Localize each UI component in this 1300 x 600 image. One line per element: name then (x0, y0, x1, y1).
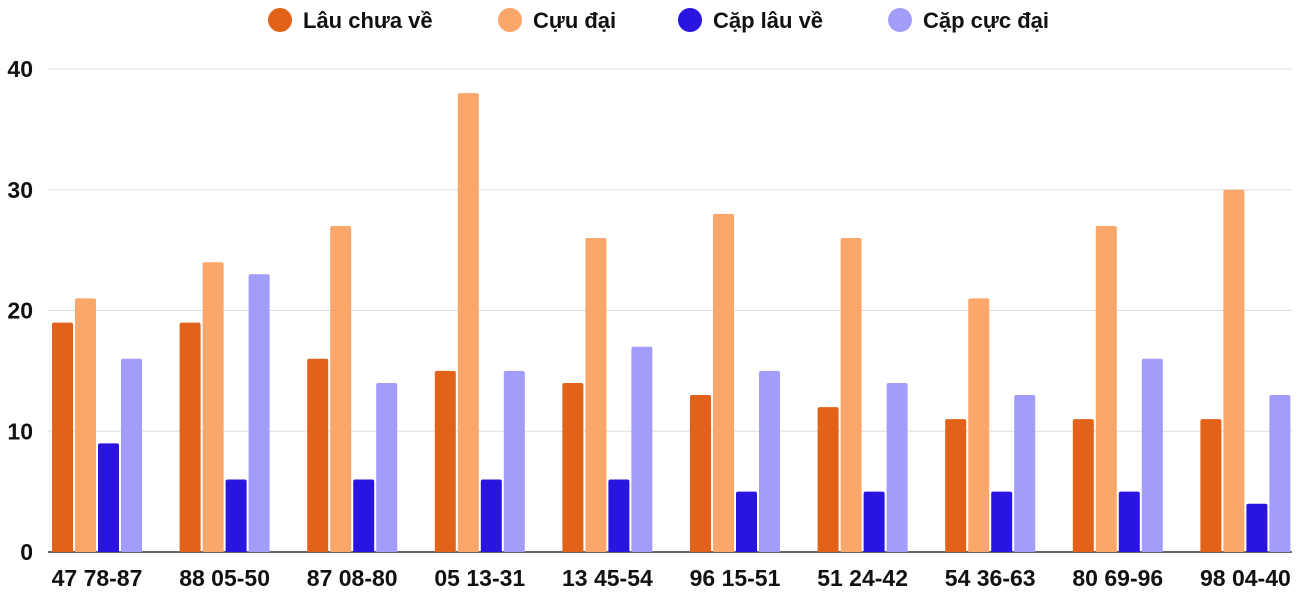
bar (1072, 419, 1094, 552)
bar (945, 419, 967, 552)
bar (52, 322, 73, 552)
legend-item: Cặp lâu về (678, 8, 823, 33)
x-category-label: 54 36-63 (945, 565, 1036, 591)
bar (817, 407, 839, 552)
bar (863, 491, 885, 552)
bar (1200, 419, 1222, 552)
bar (434, 370, 456, 552)
x-category-label: 96 15-51 (690, 565, 781, 591)
bar (840, 238, 862, 553)
bar (1141, 358, 1163, 552)
legend-swatch-icon (268, 8, 292, 32)
bar (886, 382, 908, 552)
bar (1223, 189, 1245, 552)
bar (1118, 491, 1140, 552)
bar (608, 479, 630, 552)
bar (736, 491, 757, 552)
x-category-label: 47 78-87 (52, 565, 143, 591)
legend-item: Cặp cực đại (888, 8, 1049, 33)
bar (457, 93, 479, 553)
bar (713, 213, 734, 552)
x-category-label: 87 08-80 (307, 565, 398, 591)
bar (179, 322, 201, 552)
legend-label: Cựu đại (533, 8, 616, 33)
bar (75, 298, 96, 552)
legend-label: Cặp cực đại (923, 8, 1049, 33)
bar (1246, 503, 1268, 552)
x-category-label: 80 69-96 (1072, 565, 1163, 591)
x-category-label: 05 13-31 (434, 565, 525, 591)
bar (480, 479, 502, 552)
x-category-label: 98 04-40 (1200, 565, 1291, 591)
y-tick-label: 40 (7, 56, 33, 82)
bar (503, 370, 525, 552)
legend-swatch-icon (678, 8, 702, 32)
legend-item: Lâu chưa về (268, 8, 433, 33)
bar (225, 479, 247, 552)
bar (248, 274, 270, 552)
y-tick-label: 20 (7, 298, 33, 324)
legend-label: Cặp lâu về (713, 8, 823, 33)
bar (330, 225, 352, 552)
bar (991, 491, 1013, 552)
y-tick-label: 10 (7, 418, 33, 444)
bar (1095, 225, 1117, 552)
x-category-label: 51 24-42 (817, 565, 908, 591)
bar (98, 443, 119, 552)
bar (121, 358, 142, 552)
y-tick-label: 0 (20, 539, 33, 565)
bar (353, 479, 375, 552)
legend: Lâu chưa về Cựu đại Cặp lâu về Cặp cực đại (268, 8, 1049, 33)
bar (1014, 395, 1036, 552)
bar (307, 358, 329, 552)
y-tick-label: 30 (7, 177, 33, 203)
bar (968, 298, 990, 552)
legend-swatch-icon (888, 8, 912, 32)
bars (52, 93, 1291, 553)
x-category-label: 88 05-50 (179, 565, 270, 591)
bar (562, 382, 584, 552)
bar (376, 382, 398, 552)
bar (631, 346, 653, 552)
bar (202, 262, 224, 552)
legend-item: Cựu đại (498, 8, 616, 33)
bar (759, 370, 780, 552)
bar (1269, 395, 1291, 552)
x-category-label: 13 45-54 (562, 565, 653, 591)
bar (690, 395, 711, 552)
legend-label: Lâu chưa về (303, 8, 433, 33)
bar (585, 238, 607, 553)
axes: 0 10 20 30 40 47 78-87 88 05-50 87 08-80 05 13-3… (7, 56, 1290, 591)
legend-swatch-icon (498, 8, 522, 32)
